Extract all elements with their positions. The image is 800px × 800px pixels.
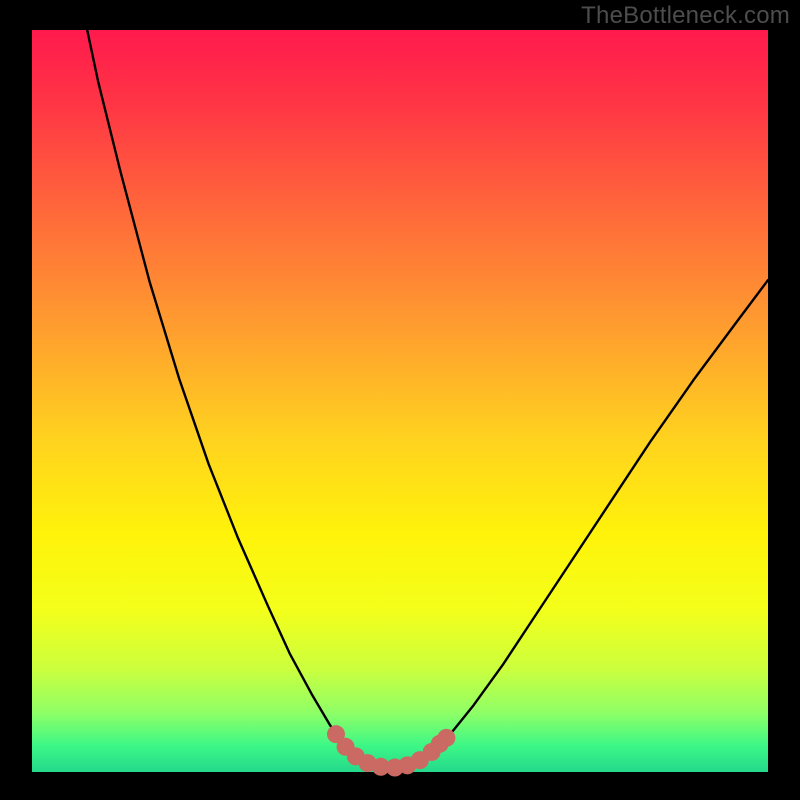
watermark-text: TheBottleneck.com — [581, 2, 790, 30]
plot-background — [32, 30, 768, 772]
bottleneck-chart — [0, 0, 800, 800]
chart-wrapper: TheBottleneck.com — [0, 0, 800, 800]
optimal-marker — [437, 729, 455, 747]
